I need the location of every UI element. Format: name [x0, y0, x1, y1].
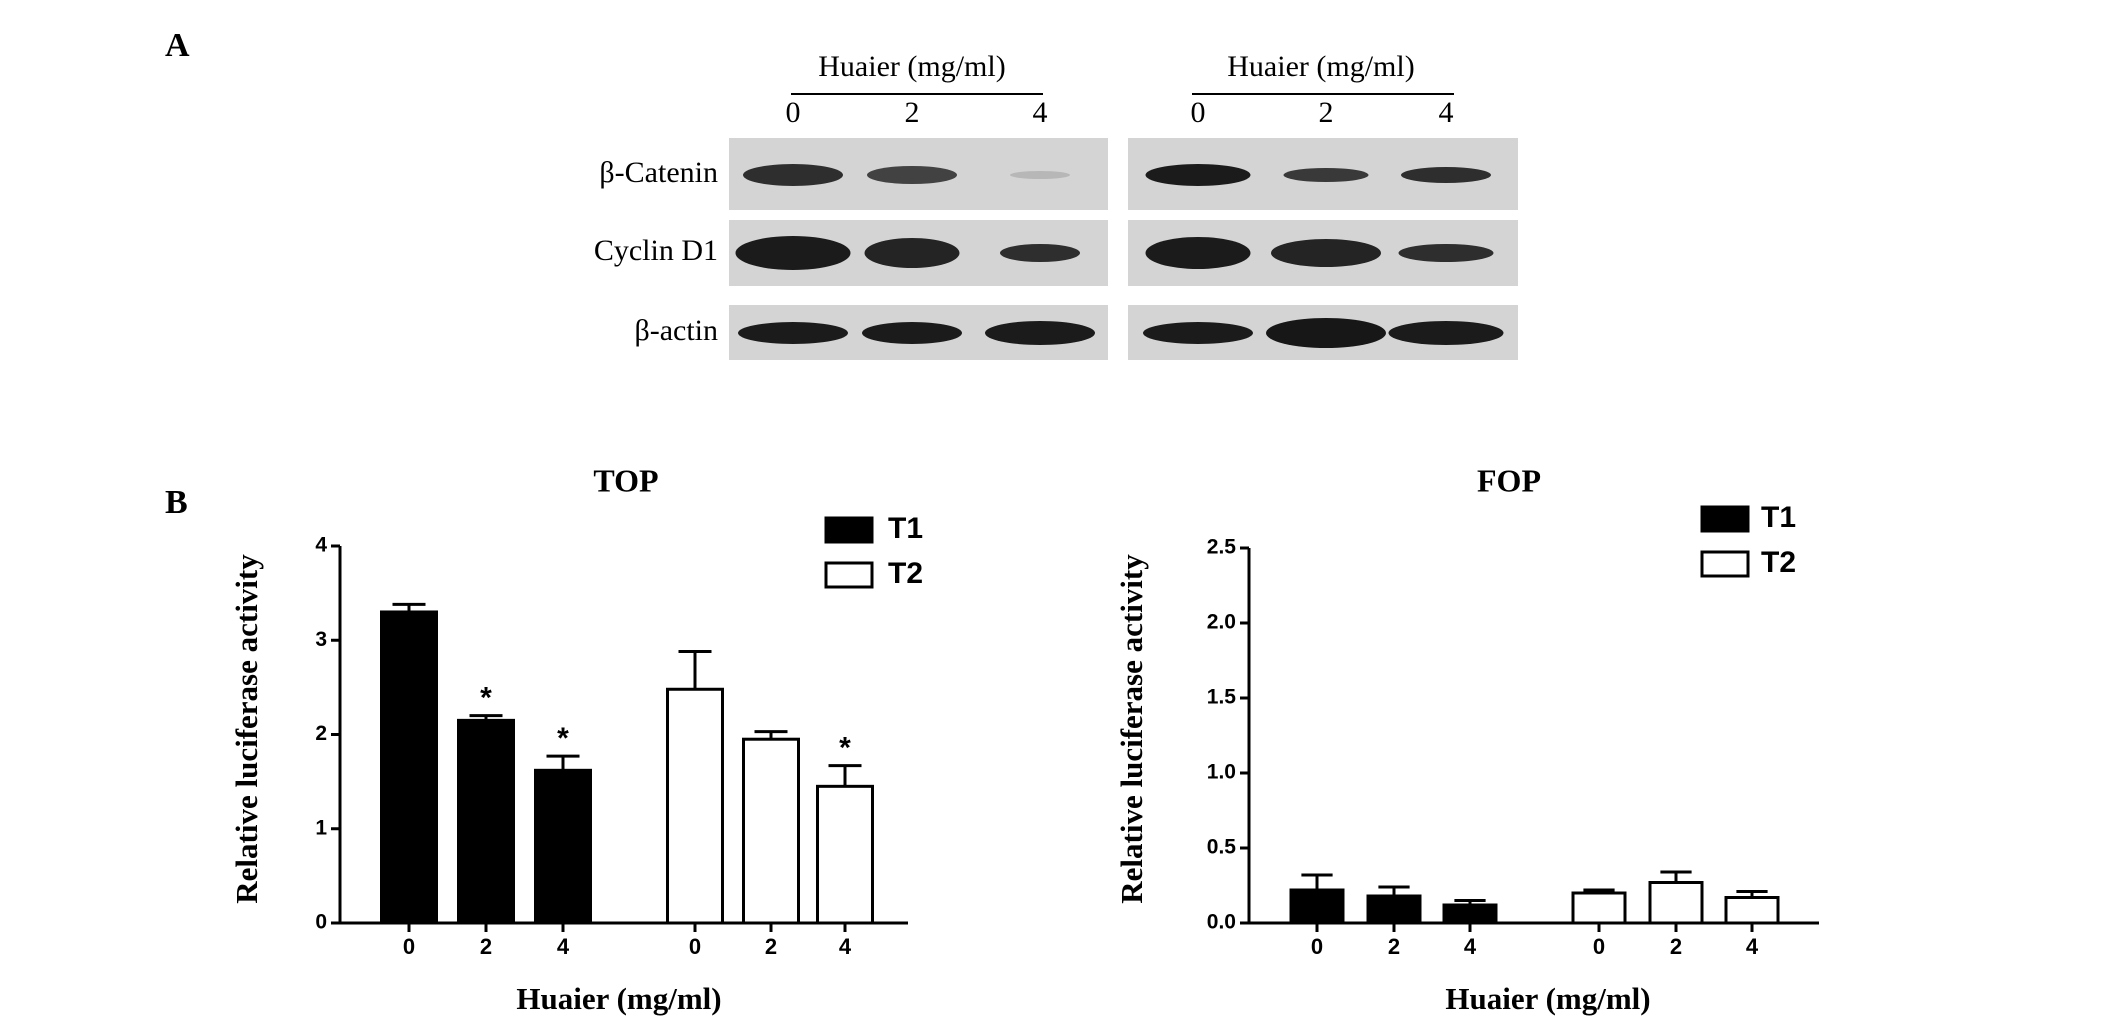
y-tick-label: 0.5 — [1207, 836, 1237, 859]
x-tick-label: 0 — [1311, 934, 1323, 959]
bar — [1648, 881, 1704, 925]
x-axis-label: Huaier (mg/ml) — [1445, 981, 1650, 1016]
lane-label: 4 — [1439, 96, 1454, 129]
blot-band — [1000, 244, 1080, 262]
blot-band — [1388, 321, 1504, 345]
chart-title: TOP — [593, 462, 658, 498]
x-tick-label: 2 — [1670, 934, 1682, 959]
x-tick-label: 4 — [1746, 934, 1759, 959]
y-axis-label: Relative luciferase activity — [1114, 554, 1149, 904]
x-tick-label: 2 — [1388, 934, 1400, 959]
x-tick-label: 2 — [480, 934, 492, 959]
blot-band — [738, 322, 848, 344]
blot-band — [867, 166, 957, 184]
lane-label: 0 — [1191, 96, 1206, 129]
lane-label: 2 — [905, 96, 920, 129]
bar — [534, 768, 592, 925]
blot-band — [735, 236, 851, 270]
blot-band — [862, 322, 962, 344]
x-tick-label: 4 — [839, 934, 852, 959]
legend-label: T2 — [1761, 546, 1796, 579]
y-tick-label: 1 — [315, 816, 327, 839]
lane-label: 2 — [1319, 96, 1334, 129]
blot-header: Huaier (mg/ml) — [1227, 50, 1414, 83]
legend-swatch — [824, 561, 874, 589]
y-tick-label: 2 — [315, 722, 327, 745]
bar — [1289, 888, 1345, 925]
x-tick-label: 0 — [1593, 934, 1605, 959]
blot-band — [1283, 168, 1369, 182]
lane-label: 4 — [1033, 96, 1048, 129]
blot-band — [743, 164, 843, 186]
bar — [380, 610, 438, 925]
significance-mark: * — [557, 722, 569, 755]
bar — [1366, 894, 1422, 925]
blot-band — [985, 321, 1095, 345]
chart-title: FOP — [1477, 462, 1541, 498]
lane-label: 0 — [786, 96, 801, 129]
legend-swatch — [1700, 550, 1750, 578]
y-tick-label: 4 — [315, 534, 327, 557]
bar — [1571, 891, 1627, 925]
bar — [457, 718, 515, 925]
row-label: β-Catenin — [599, 156, 718, 189]
blot-band — [1398, 244, 1494, 262]
bar — [666, 687, 724, 925]
panel-label: A — [165, 27, 190, 64]
bar — [1724, 896, 1780, 925]
blot-band — [864, 238, 960, 268]
significance-mark: * — [480, 682, 492, 715]
blot-band — [1271, 239, 1381, 267]
x-tick-label: 0 — [689, 934, 701, 959]
blot-band — [1145, 164, 1251, 186]
y-tick-label: 1.5 — [1207, 686, 1237, 709]
bar — [816, 784, 874, 925]
y-tick-label: 2.5 — [1207, 536, 1237, 559]
bar — [1442, 903, 1498, 925]
y-tick-label: 0 — [315, 911, 327, 934]
x-tick-label: 4 — [1464, 934, 1477, 959]
blot-band — [1143, 322, 1253, 344]
row-label: β-actin — [634, 314, 718, 347]
y-axis-label: Relative luciferase activity — [229, 554, 264, 904]
panel-label: B — [165, 484, 188, 521]
x-tick-label: 2 — [765, 934, 777, 959]
legend-swatch — [824, 516, 874, 544]
significance-mark: * — [839, 732, 851, 765]
x-tick-label: 0 — [403, 934, 415, 959]
y-tick-label: 3 — [315, 628, 327, 651]
y-tick-label: 1.0 — [1207, 761, 1236, 784]
blot-band — [1266, 318, 1386, 348]
legend-label: T1 — [1761, 501, 1796, 534]
blot-band — [1401, 167, 1491, 183]
blot-band — [1145, 237, 1251, 269]
legend-swatch — [1700, 505, 1750, 533]
blot-header: Huaier (mg/ml) — [818, 50, 1005, 83]
legend-label: T2 — [888, 557, 923, 590]
x-axis-label: Huaier (mg/ml) — [516, 981, 721, 1016]
y-tick-label: 0.0 — [1207, 911, 1236, 934]
legend-label: T1 — [888, 512, 923, 545]
y-tick-label: 2.0 — [1207, 611, 1236, 634]
bar — [742, 737, 800, 925]
x-tick-label: 4 — [557, 934, 570, 959]
row-label: Cyclin D1 — [594, 234, 718, 267]
blot-band — [1010, 171, 1070, 179]
